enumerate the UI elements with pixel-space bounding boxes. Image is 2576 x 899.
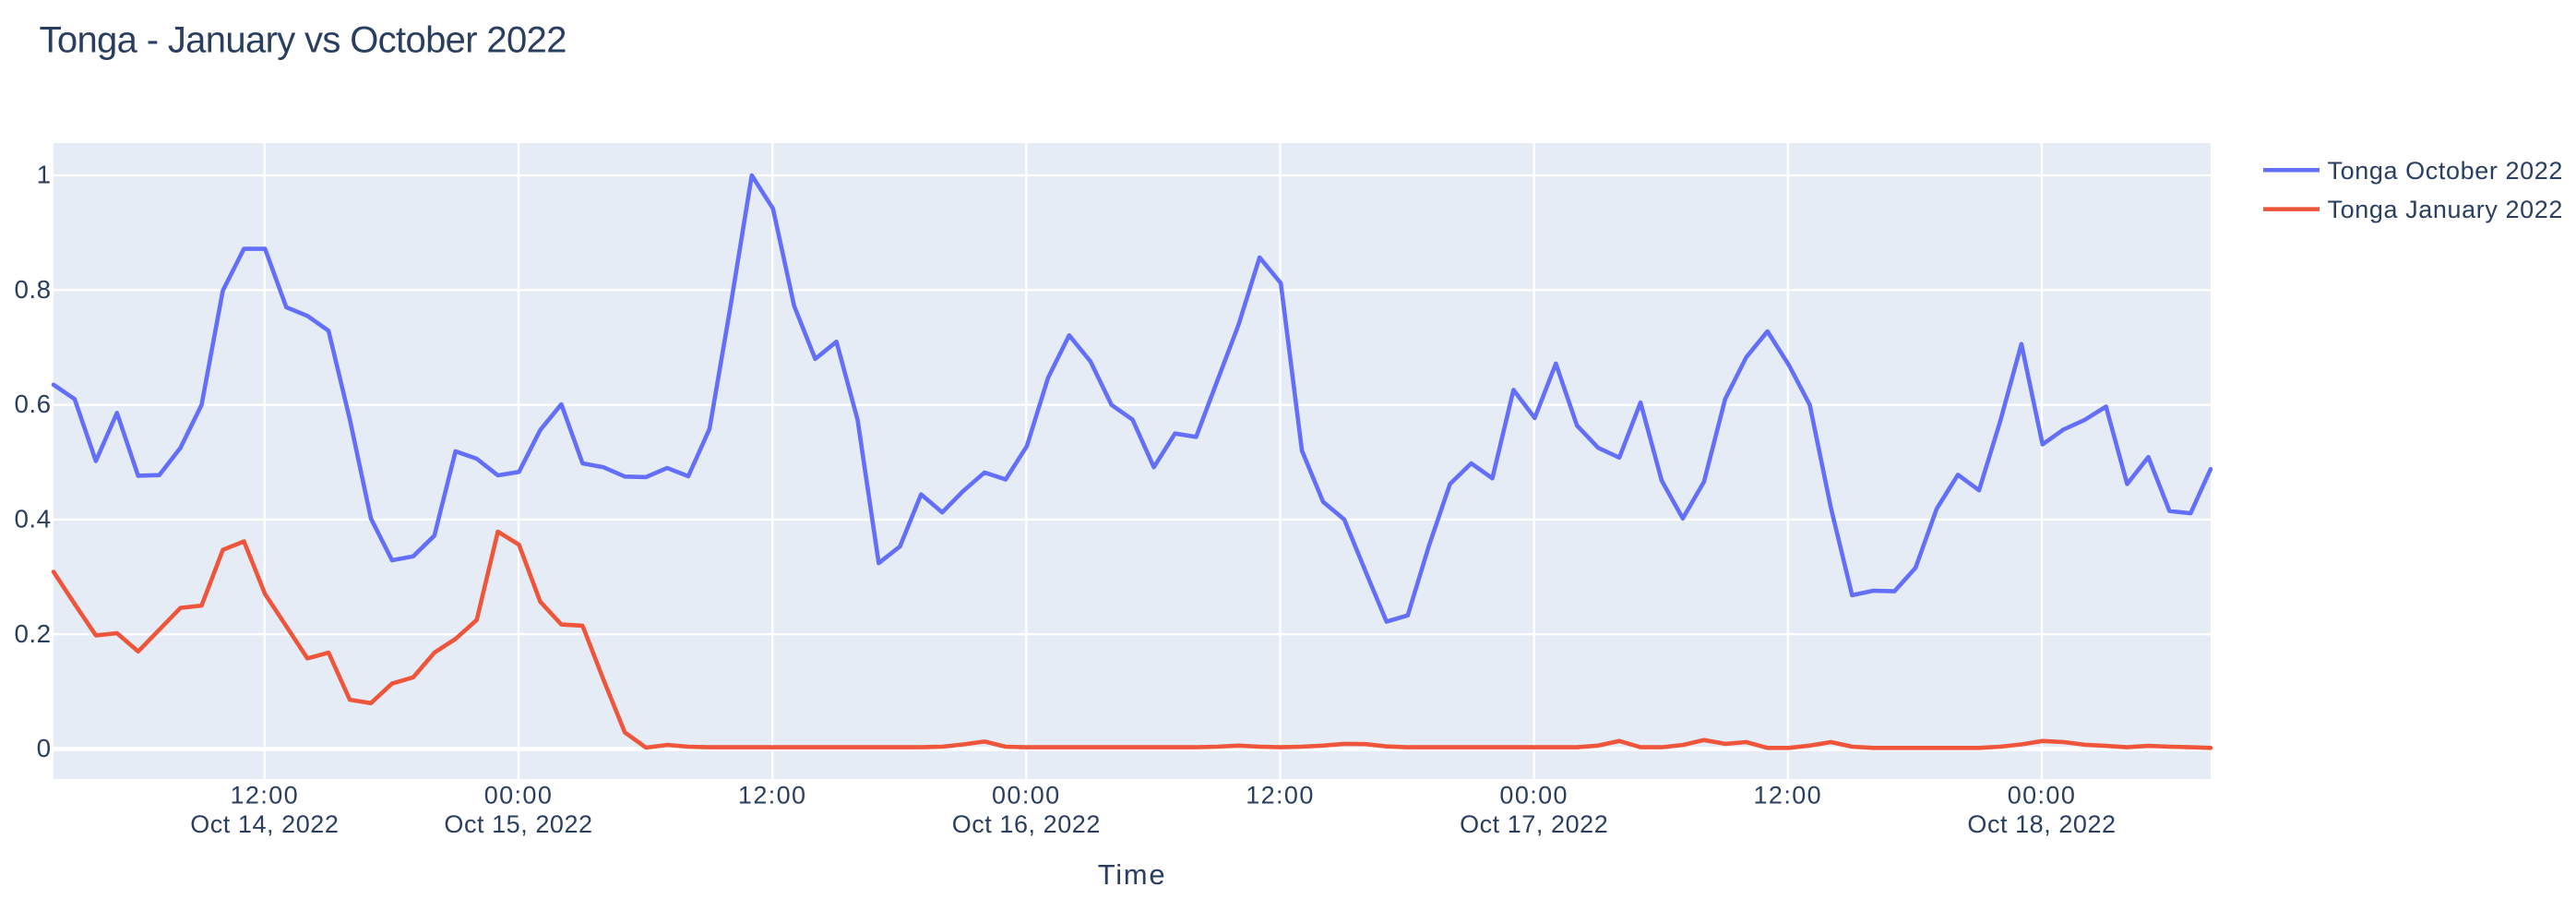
svg-text:0.2: 0.2 <box>14 619 51 648</box>
svg-text:12:00: 12:00 <box>231 782 300 809</box>
svg-text:00:00: 00:00 <box>992 782 1061 809</box>
svg-text:12:00: 12:00 <box>1246 782 1315 809</box>
svg-text:Tonga January 2022: Tonga January 2022 <box>2328 196 2564 223</box>
svg-text:Oct 14, 2022: Oct 14, 2022 <box>190 810 339 838</box>
svg-text:Time: Time <box>1098 858 1167 891</box>
svg-text:Oct 16, 2022: Oct 16, 2022 <box>952 810 1101 838</box>
svg-text:12:00: 12:00 <box>1754 782 1823 809</box>
svg-text:Oct 17, 2022: Oct 17, 2022 <box>1460 810 1608 838</box>
svg-text:1: 1 <box>37 161 52 189</box>
svg-text:0: 0 <box>37 734 52 762</box>
svg-text:00:00: 00:00 <box>484 782 554 809</box>
svg-text:0.8: 0.8 <box>14 275 51 304</box>
svg-text:Oct 15, 2022: Oct 15, 2022 <box>444 810 592 838</box>
svg-text:0.6: 0.6 <box>14 390 51 418</box>
svg-text:00:00: 00:00 <box>1499 782 1568 809</box>
svg-text:12:00: 12:00 <box>738 782 807 809</box>
svg-text:Tonga October 2022: Tonga October 2022 <box>2328 157 2563 185</box>
svg-text:00:00: 00:00 <box>2008 782 2077 809</box>
svg-text:Tonga - January vs October 202: Tonga - January vs October 2022 <box>40 19 566 60</box>
svg-text:Oct 18, 2022: Oct 18, 2022 <box>1967 810 2116 838</box>
svg-text:0.4: 0.4 <box>14 505 51 533</box>
